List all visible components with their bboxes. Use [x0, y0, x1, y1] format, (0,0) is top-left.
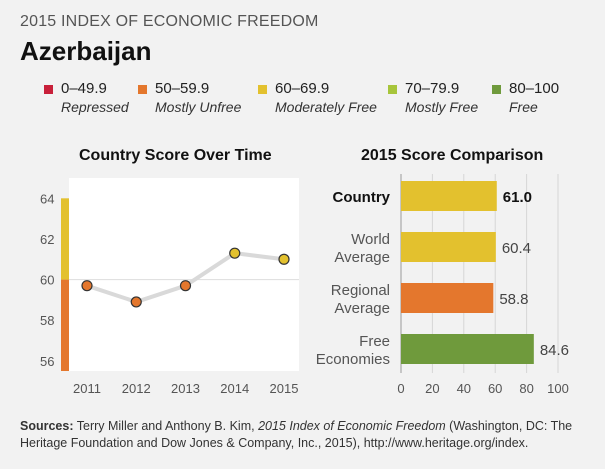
score-point [278, 253, 290, 265]
band-moderately-free [61, 198, 69, 280]
comparison-bar [401, 334, 534, 364]
legend-range: 50–59.9 [155, 80, 210, 97]
sources-text-2: (Washington, DC: The Heritage Foundation… [20, 419, 573, 450]
bar-value-label: 84.6 [540, 342, 569, 359]
x-tick-label: 2012 [122, 381, 151, 396]
comparison-bar [401, 232, 496, 262]
bar-category-label: Average [334, 300, 390, 317]
legend-swatch [138, 85, 147, 94]
legend-label: Free [509, 99, 538, 115]
y-tick-label: 56 [40, 354, 54, 369]
x-tick-label: 60 [488, 381, 502, 396]
score-point [229, 247, 241, 259]
y-tick-label: 58 [40, 313, 54, 328]
x-tick-label: 40 [457, 381, 471, 396]
band-mostly-unfree [61, 279, 69, 371]
bar-category-label: Country [333, 189, 391, 206]
bar-value-label: 61.0 [503, 189, 532, 206]
bar-value-label: 60.4 [502, 240, 531, 257]
x-tick-label: 100 [547, 381, 569, 396]
x-tick-label: 2011 [73, 381, 101, 396]
comparison-bar [401, 283, 494, 313]
line-plot-area [69, 178, 299, 371]
sources-note: Sources: Terry Miller and Anthony B. Kim… [20, 418, 590, 452]
x-tick-label: 20 [425, 381, 439, 396]
bar-value-label: 58.8 [499, 291, 528, 308]
y-tick-label: 60 [40, 273, 54, 288]
legend-swatch [44, 85, 53, 94]
legend-swatch [388, 85, 397, 94]
score-point [81, 280, 93, 292]
index-kicker: 2015 INDEX OF ECONOMIC FREEDOM [20, 13, 319, 30]
legend-range: 80–100 [509, 80, 560, 97]
bar-chart-title: 2015 Score Comparison [361, 147, 544, 164]
legend-label: Mostly Free [405, 99, 479, 115]
legend-label: Moderately Free [275, 99, 377, 115]
y-tick-label: 64 [40, 191, 54, 206]
x-tick-label: 80 [519, 381, 533, 396]
legend-swatch [258, 85, 267, 94]
bar-category-label: Regional [331, 282, 390, 299]
sources-text-1: Terry Miller and Anthony B. Kim, [73, 419, 259, 433]
score-point [130, 296, 142, 308]
x-tick-label: 2013 [171, 381, 200, 396]
bar-category-label: Free [359, 333, 390, 350]
legend-swatch [492, 85, 501, 94]
y-tick-label: 62 [40, 232, 54, 247]
bar-category-label: Economies [316, 351, 390, 368]
sources-label: Sources: [20, 419, 74, 433]
x-tick-label: 2015 [270, 381, 299, 396]
x-tick-label: 0 [397, 381, 404, 396]
legend-range: 60–69.9 [275, 80, 330, 97]
legend-label: Repressed [61, 99, 129, 115]
line-chart-title: Country Score Over Time [79, 147, 272, 164]
legend-label: Mostly Unfree [155, 99, 242, 115]
score-point [179, 280, 192, 292]
legend-range: 0–49.9 [61, 80, 107, 97]
comparison-bar [401, 181, 497, 211]
bar-category-label: Average [334, 249, 390, 266]
x-tick-label: 2014 [220, 381, 249, 396]
sources-title: 2015 Index of Economic Freedom [258, 419, 446, 433]
country-title: Azerbaijan [20, 36, 152, 66]
legend-range: 70–79.9 [405, 80, 460, 97]
bar-category-label: World [351, 231, 390, 248]
